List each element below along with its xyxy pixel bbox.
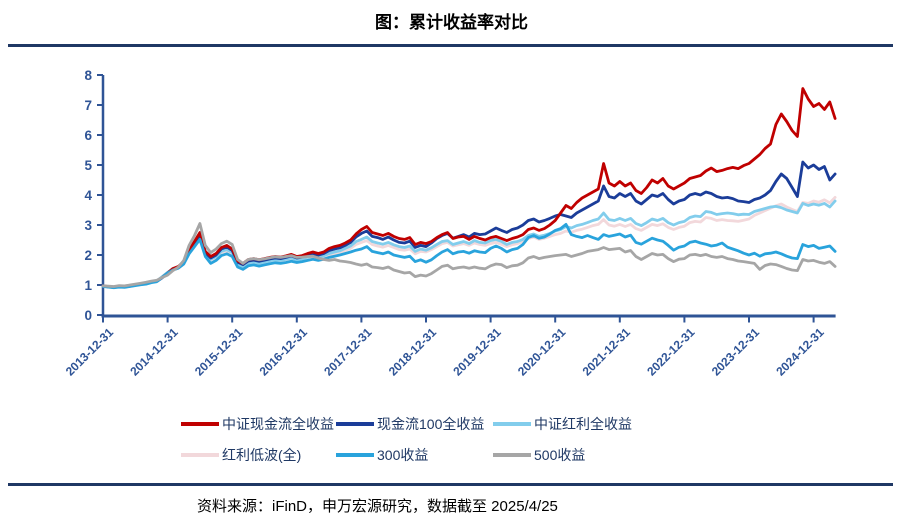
series-line-中证红利全收益	[101, 199, 837, 289]
x-tick-label: 2019-12-31	[450, 325, 504, 379]
chart-title: 图：累计收益率对比	[375, 13, 528, 32]
y-tick-label: 6	[84, 128, 92, 143]
legend-item-cashflow100: 现金流100全收益	[336, 412, 493, 436]
legend-item-dividend-lowvol: 红利低波(全)	[181, 443, 336, 467]
legend-swatch-cashflow100	[336, 422, 374, 426]
legend-label: 中证现金流全收益	[222, 416, 334, 432]
x-tick-label: 2017-12-31	[321, 325, 375, 379]
x-tick-label: 2013-12-31	[63, 325, 117, 379]
legend-item-csi-dividend: 中证红利全收益	[493, 412, 658, 436]
y-tick-label: 0	[84, 308, 92, 323]
legend-item-300: 300收益	[336, 443, 493, 467]
y-tick-label: 4	[84, 188, 92, 203]
x-tick-label: 2024-12-31	[773, 325, 827, 379]
legend-swatch-500	[493, 453, 531, 457]
title-divider-line	[8, 44, 893, 47]
legend-item-csi-cashflow: 中证现金流全收益	[181, 412, 336, 436]
series-line-中证现金流全收益	[101, 87, 837, 289]
y-tick-label: 2	[84, 248, 92, 263]
x-tick-label: 2020-12-31	[515, 325, 569, 379]
y-tick-label: 3	[84, 218, 92, 233]
series-line-300收益	[101, 222, 837, 290]
y-tick-label: 7	[84, 98, 92, 113]
x-tick-label: 2023-12-31	[709, 325, 763, 379]
legend-swatch-300	[336, 453, 374, 457]
x-tick-label: 2014-12-31	[127, 325, 181, 379]
legend-label: 300收益	[377, 447, 429, 463]
y-tick-label: 8	[84, 68, 92, 83]
x-tick-label: 2022-12-31	[644, 325, 698, 379]
x-tick-label: 2016-12-31	[257, 325, 311, 379]
legend-swatch-dividend-lowvol	[181, 453, 219, 457]
y-tick-label: 1	[84, 278, 92, 293]
source-note: 资料来源：iFinD，申万宏源研究，数据截至 2025/4/25	[197, 498, 558, 515]
x-tick-label: 2021-12-31	[580, 325, 634, 379]
x-tick-label: 2015-12-31	[192, 325, 246, 379]
legend-label: 红利低波(全)	[222, 447, 302, 463]
legend-item-500: 500收益	[493, 443, 658, 467]
legend-swatch-csi-dividend	[493, 422, 531, 426]
footer-divider-line	[8, 483, 893, 486]
series-line-500收益	[101, 222, 837, 288]
legend-swatch-csi-cashflow	[181, 422, 219, 426]
chart-legend: 中证现金流全收益 现金流100全收益 中证红利全收益 红利低波(全) 300收益…	[181, 412, 658, 467]
legend-label: 中证红利全收益	[534, 416, 632, 432]
legend-label: 现金流100全收益	[377, 416, 485, 432]
legend-label: 500收益	[534, 447, 586, 463]
y-tick-label: 5	[84, 158, 92, 173]
x-tick-label: 2018-12-31	[386, 325, 440, 379]
